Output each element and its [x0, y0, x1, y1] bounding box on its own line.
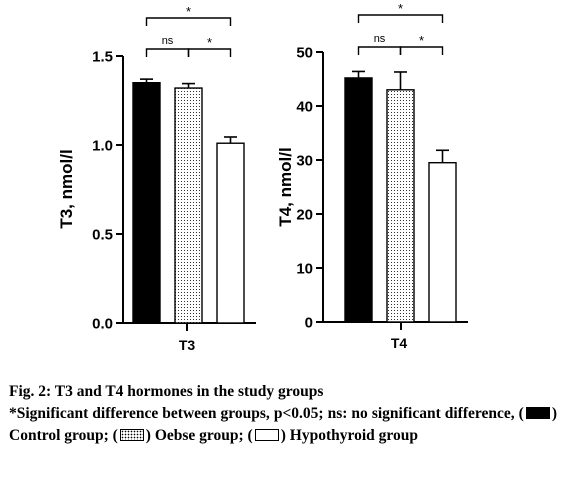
t4-chart: 0 10 20 30 40 50 T4, nmol/l T4 * ns * — [276, 1, 468, 351]
t3-significance-bracket — [187, 48, 232, 57]
t4-y-tick-label: 0 — [305, 315, 313, 332]
t3-control-bar — [132, 81, 161, 324]
t3-hypothyroid-bar — [216, 142, 245, 324]
caption-control: ) Control group; ( — [9, 405, 557, 444]
t4-y-tick-label: 50 — [296, 45, 313, 62]
caption-body: *Significant difference between groups, … — [9, 403, 557, 447]
t3-chart: 0.0 0.5 1.0 1.5 T3, nmol/l T3 * ns * — [57, 4, 256, 353]
t3-significance-label: * — [207, 35, 212, 50]
t3-x-tick-label: T3 — [179, 337, 196, 353]
caption-title: Fig. 2: T3 and T4 hormones in the study … — [9, 383, 324, 400]
caption-hypothyroid-close: ) — [280, 427, 286, 444]
caption-paren-open: ( — [518, 405, 524, 422]
t4-obese-bar — [386, 89, 415, 323]
t4-significance-label: * — [398, 1, 403, 16]
t3-obese-bar — [174, 87, 203, 324]
caption-obese: ) Oebse group; ( — [145, 427, 253, 444]
t3-significance-label: * — [186, 4, 191, 19]
figure-charts: 0.0 0.5 1.0 1.5 T3, nmol/l T3 * ns * 0 10 20 30 40 50… — [57, 1, 468, 353]
obese-swatch — [119, 429, 144, 441]
t3-y-axis-label: T3, nmol/l — [57, 149, 76, 228]
control-swatch — [525, 407, 550, 419]
t3-significance-bracket — [145, 48, 190, 57]
t4-y-tick-label: 10 — [296, 261, 313, 278]
hypothyroid-swatch — [254, 429, 279, 441]
t4-y-tick-label: 20 — [296, 207, 313, 224]
t4-x-tick-label: T4 — [391, 335, 408, 351]
t3-y-tick-label: 1.0 — [92, 138, 113, 155]
t3-y-tick-label: 1.5 — [92, 49, 113, 66]
t4-y-tick-label: 40 — [296, 99, 313, 116]
t3-y-tick-label: 0.5 — [92, 227, 113, 244]
t4-significance-bracket — [357, 14, 444, 23]
figure-caption: Fig. 2: T3 and T4 hormones in the study … — [9, 381, 557, 447]
t3-significance-label: ns — [162, 35, 174, 47]
t4-significance-label: * — [419, 33, 424, 48]
t4-y-axis-label: T4, nmol/l — [276, 147, 295, 226]
t4-significance-bracket — [399, 46, 444, 55]
t4-y-tick-label: 30 — [296, 153, 313, 170]
t4-hypothyroid-bar — [428, 161, 457, 323]
caption-note: *Significant difference between groups, … — [9, 405, 515, 422]
t4-control-bar — [344, 77, 373, 323]
t4-significance-label: ns — [374, 33, 386, 45]
t4-significance-bracket — [357, 46, 402, 55]
caption-hypothyroid: Hypothyroid group — [289, 427, 418, 444]
t3-significance-bracket — [145, 17, 232, 26]
t3-y-tick-label: 0.0 — [92, 316, 113, 333]
